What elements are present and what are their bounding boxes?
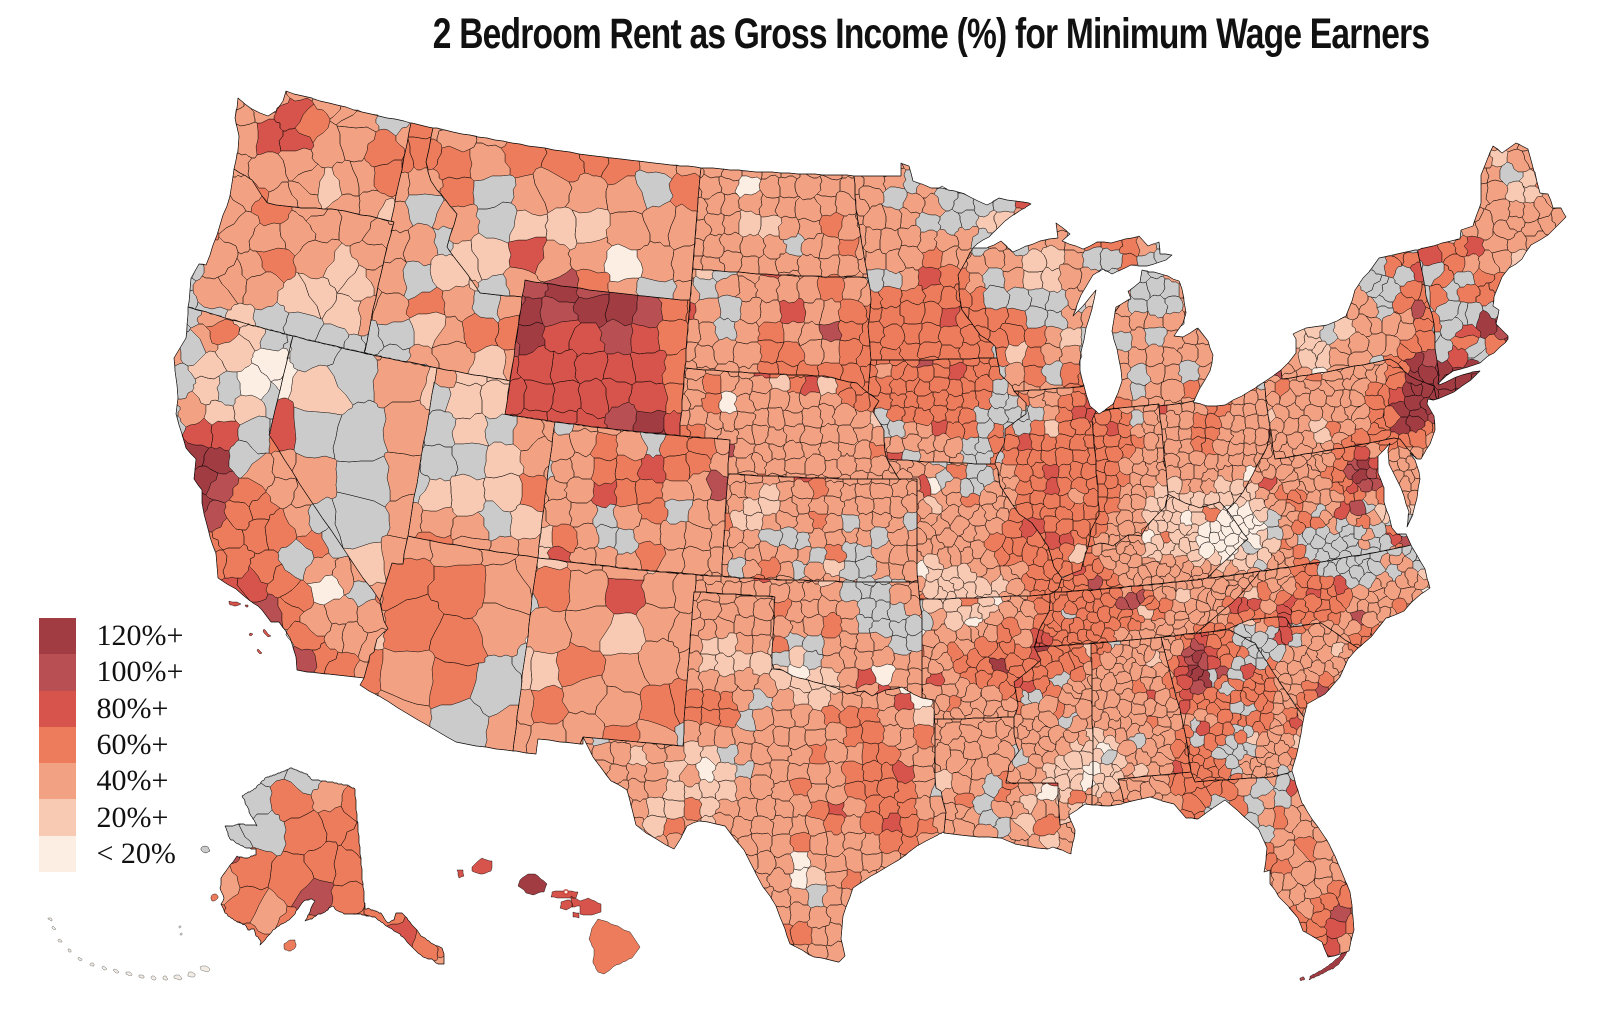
legend-label: 100%+	[96, 655, 184, 689]
legend-swatch	[39, 763, 76, 800]
state-borders	[173, 90, 1567, 965]
legend-swatch	[39, 690, 76, 727]
legend-row: 80%+	[39, 690, 183, 727]
aleutian-islands	[47, 917, 211, 981]
legend-swatch	[39, 726, 76, 764]
alaska-islands	[210, 893, 297, 952]
legend-swatch	[39, 618, 76, 655]
kalawao-dot	[562, 888, 569, 895]
county-mesh	[47, 90, 1567, 982]
legend-label: 20%+	[96, 800, 169, 834]
legend-label: 40%+	[96, 764, 169, 798]
legend-label: 80%+	[96, 691, 169, 725]
legend-row: 120%+	[39, 618, 184, 655]
county-cells-no-data	[174, 115, 1524, 909]
legend-label: 120%+	[96, 619, 184, 653]
legend-row: 40%+	[39, 763, 183, 800]
map-legend: 120%+ 100%+ 80%+ 60%+ 40%+ 20%+ < 20%	[39, 618, 184, 873]
map-title: 2 Bedroom Rent as Gross Income (%) for M…	[432, 10, 1430, 58]
legend-swatch	[39, 835, 76, 873]
legend-row: 60%+	[39, 726, 183, 764]
legend-swatch	[39, 654, 76, 691]
legend-row: < 20%	[39, 835, 183, 873]
alaska-islands-gray	[200, 845, 211, 854]
legend-label: < 20%	[96, 836, 176, 870]
legend-label: 60%+	[96, 728, 169, 762]
legend-swatch	[39, 799, 76, 836]
legend-row: 100%+	[39, 654, 184, 691]
legend-row: 20%+	[39, 799, 183, 836]
